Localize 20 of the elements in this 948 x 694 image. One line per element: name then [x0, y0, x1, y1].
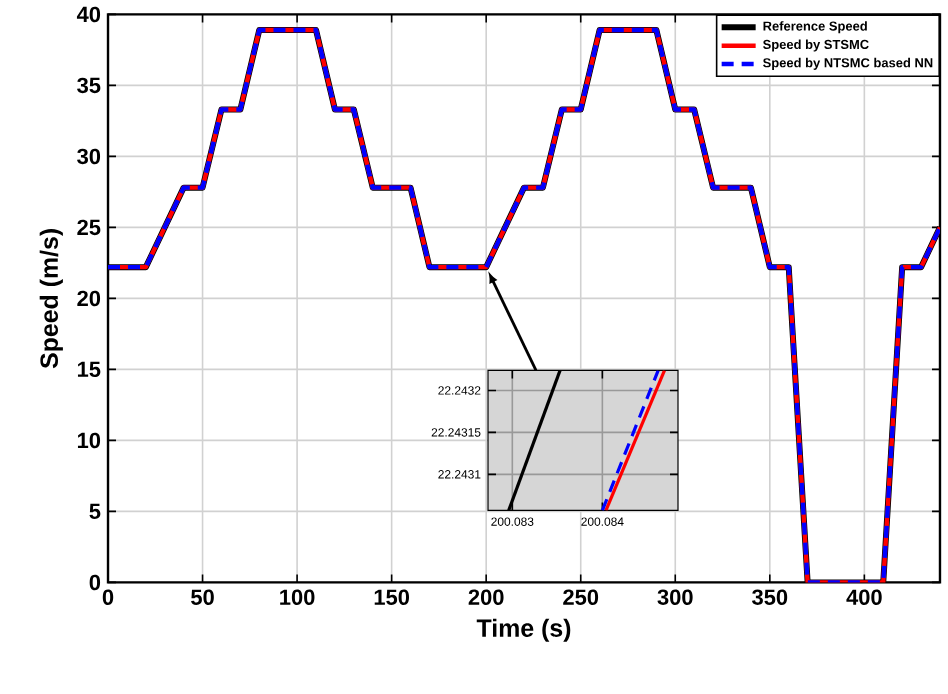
x-tick-label: 200 — [468, 589, 504, 605]
x-tick-label: 0 — [102, 589, 114, 605]
x-tick-label: 100 — [280, 589, 315, 605]
y-tick-label: 20 — [77, 290, 101, 306]
x-tick-label: 50 — [191, 589, 214, 605]
x-tick-label: 400 — [846, 589, 882, 605]
y-tick-label: 40 — [76, 6, 101, 22]
y-axis-title: Speed (m/s) — [39, 228, 63, 369]
x-tick-label: 250 — [563, 589, 599, 605]
y-tick-label: 30 — [77, 148, 101, 164]
y-tick-label: 35 — [77, 77, 101, 93]
x-tick-label: 300 — [657, 589, 693, 605]
y-tick-label: 25 — [77, 219, 101, 235]
y-tick-label: 15 — [77, 361, 101, 377]
y-tick-label: 10 — [77, 432, 101, 448]
x-tick-label: 350 — [752, 589, 788, 605]
x-tick-label: 150 — [374, 589, 410, 605]
y-tick-label: 0 — [89, 574, 101, 590]
x-axis-title: Time (s) — [476, 618, 571, 642]
y-tick-label: 5 — [89, 503, 101, 519]
